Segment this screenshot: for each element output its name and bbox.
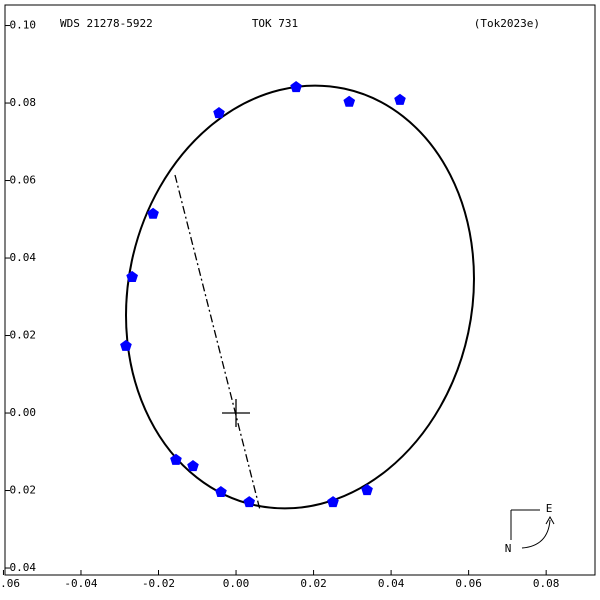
y-tick-label: -0.02 [3,484,36,497]
compass: E N [505,502,555,555]
data-point [215,485,227,497]
y-tick-label: 0.10 [10,19,37,32]
data-point [126,270,138,282]
data-point [243,496,255,508]
x-tick-label: 0.06 [455,577,482,590]
data-point [170,453,182,465]
y-tick-label: 0.00 [10,406,37,419]
data-point [394,93,406,105]
data-point [361,483,373,496]
data-point [213,106,225,119]
compass-label: N [505,542,512,555]
annotation: (Tok2023e) [474,17,540,30]
compass-label: E [546,502,553,515]
annotation: WDS 21278-5922 [60,17,153,30]
data-point [290,80,302,93]
y-tick-label: 0.08 [10,96,37,109]
data-point [187,459,199,472]
x-tick-label: 0.00 [223,577,250,590]
x-tick-label: 0.02 [300,577,327,590]
y-tick-label: 0.04 [10,251,37,264]
orbit [125,84,475,510]
data-point [327,496,339,508]
compass-arrow [545,515,555,525]
data-point [147,207,159,219]
x-tick-label: 0.08 [533,577,560,590]
y-tick-label: -0.04 [3,561,36,574]
plot-frame [4,4,596,576]
line-of-nodes [174,174,261,511]
x-tick-label: -0.04 [64,577,97,590]
y-tick-label: 0.02 [10,329,37,342]
annotation: TOK 731 [252,17,298,30]
y-tick-label: 0.06 [10,174,37,187]
x-tick-label: 0.04 [378,577,405,590]
x-tick-label: -0.06 [0,577,20,590]
compass-arrow [521,519,551,549]
data-point [120,339,132,351]
data-point [343,95,356,107]
x-tick-label: -0.02 [142,577,175,590]
